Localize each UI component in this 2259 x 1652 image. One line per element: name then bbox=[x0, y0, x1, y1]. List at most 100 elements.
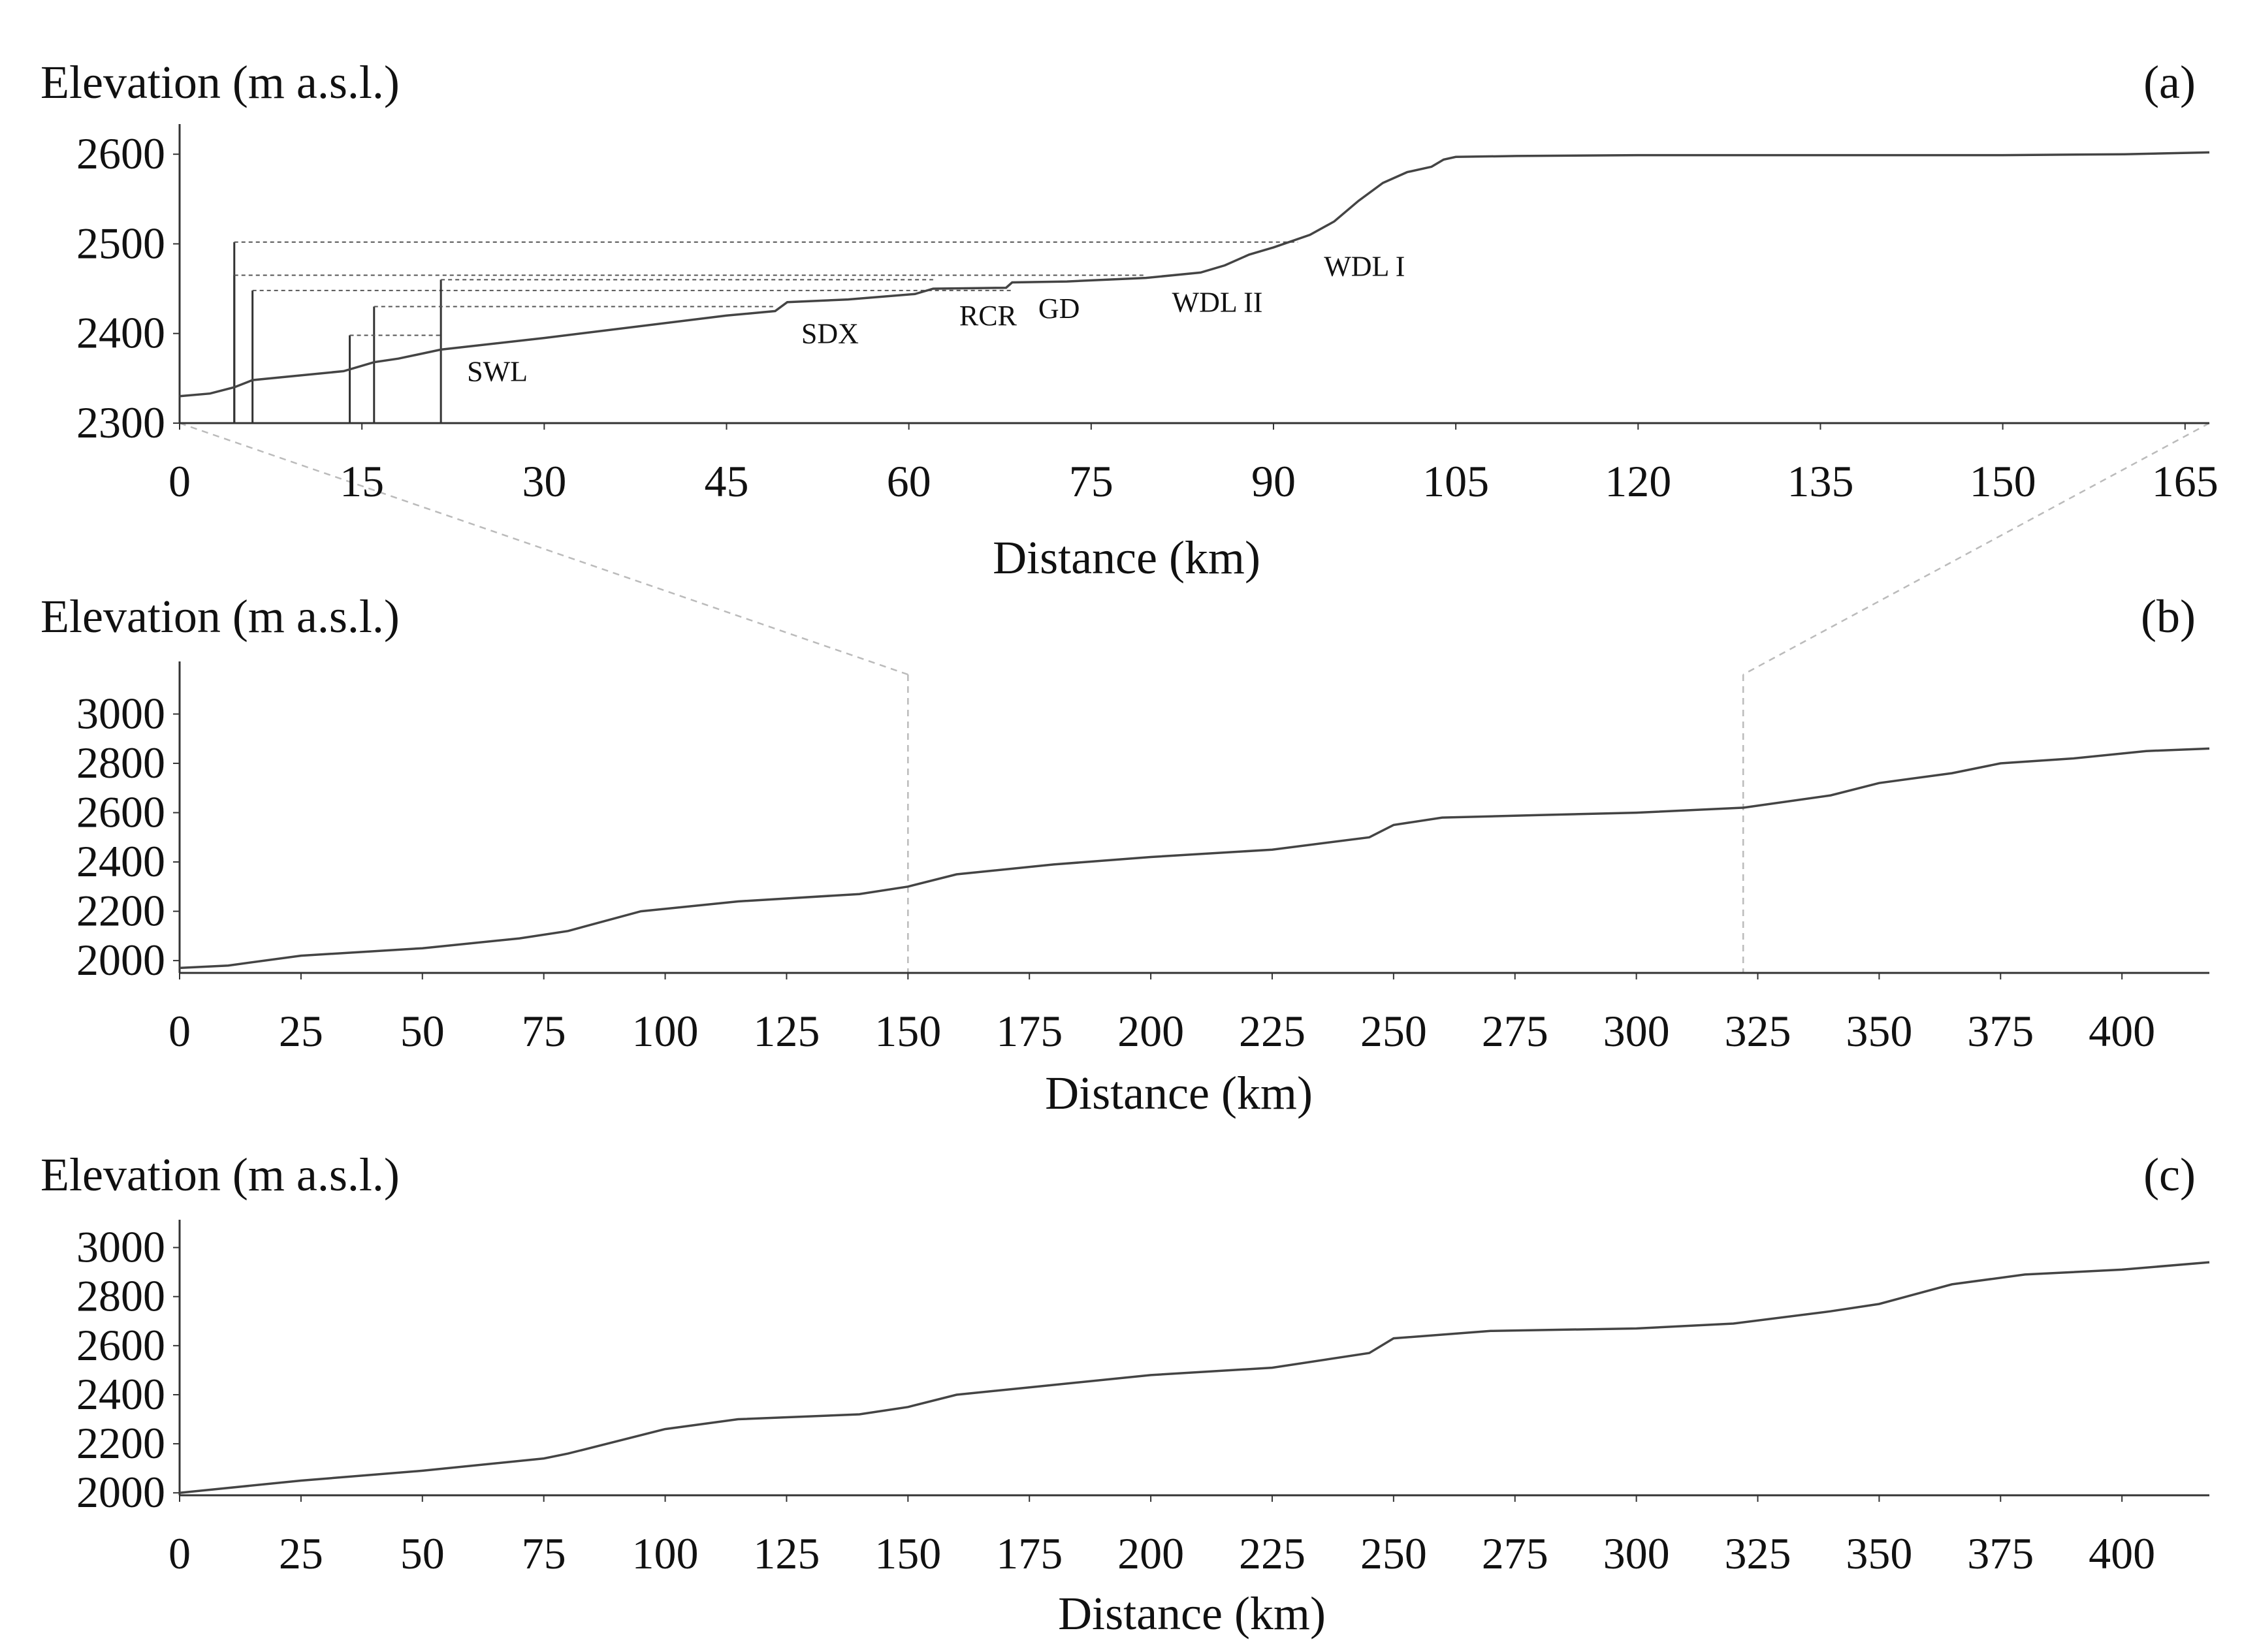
x-tick-label: 125 bbox=[753, 1529, 820, 1578]
panel-a-axes bbox=[178, 124, 2209, 424]
y-tick-label: 2000 bbox=[76, 1467, 165, 1517]
x-tick-label: 165 bbox=[2152, 456, 2219, 506]
x-tick-label: 50 bbox=[400, 1006, 445, 1056]
panel-a-y-axis-label: Elevation (m a.s.l.) bbox=[40, 56, 400, 108]
x-tick-label: 25 bbox=[279, 1529, 323, 1578]
panel-b-x-ticks: 0 25 50 75 100 125 150 175 200 225 250 275 300 325 350… bbox=[168, 973, 2155, 1056]
x-tick-label: 225 bbox=[1239, 1529, 1306, 1578]
x-tick-label: 350 bbox=[1846, 1006, 1912, 1056]
panel-b-plot bbox=[179, 747, 2210, 970]
y-tick-label: 2300 bbox=[76, 398, 165, 447]
panel-b-x-axis-label: Distance (km) bbox=[1045, 1067, 1313, 1119]
panel-b: Elevation (m a.s.l.) (b) Distance (km) 0… bbox=[40, 590, 2210, 1119]
y-tick-label: 2200 bbox=[76, 886, 165, 936]
x-tick-label: 45 bbox=[704, 456, 748, 506]
x-tick-label: 300 bbox=[1603, 1006, 1670, 1056]
panel-a-x-ticks: 0 15 30 45 60 75 90 105 120 135 150 165 bbox=[168, 423, 2219, 506]
x-tick-label: 400 bbox=[2089, 1006, 2155, 1056]
panel-a-station-labels: SWL SDX RCR GD WDL II WDL I bbox=[467, 251, 1405, 388]
x-tick-label: 325 bbox=[1725, 1006, 1791, 1056]
panel-c-axes bbox=[178, 1220, 2209, 1497]
panel-c: Elevation (m a.s.l.) (c) Distance (km) 0… bbox=[40, 1149, 2210, 1640]
x-tick-label: 100 bbox=[632, 1529, 699, 1578]
x-tick-label: 400 bbox=[2089, 1529, 2155, 1578]
station-label: GD bbox=[1038, 293, 1080, 325]
x-tick-label: 200 bbox=[1117, 1529, 1184, 1578]
x-tick-label: 100 bbox=[632, 1006, 699, 1056]
x-tick-label: 120 bbox=[1605, 456, 1671, 506]
panel-c-x-ticks: 0 25 50 75 100 125 150 175 200 225 250 275 300 325 350… bbox=[168, 1495, 2155, 1578]
x-tick-label: 50 bbox=[400, 1529, 445, 1578]
x-tick-label: 175 bbox=[996, 1529, 1063, 1578]
station-label: RCR bbox=[959, 300, 1017, 332]
y-tick-label: 3000 bbox=[76, 689, 165, 739]
x-tick-label: 125 bbox=[753, 1006, 820, 1056]
x-tick-label: 150 bbox=[1970, 456, 2036, 506]
elevation-profile-line bbox=[179, 747, 2210, 970]
x-tick-label: 175 bbox=[996, 1006, 1063, 1056]
x-tick-label: 0 bbox=[168, 1006, 191, 1056]
panel-c-y-axis-label: Elevation (m a.s.l.) bbox=[40, 1149, 400, 1201]
zoom-guide-right bbox=[1742, 422, 2210, 676]
x-tick-label: 0 bbox=[168, 456, 191, 506]
panel-c-plot bbox=[179, 1261, 2210, 1494]
y-tick-label: 2600 bbox=[76, 787, 165, 837]
panel-b-axes bbox=[178, 661, 2209, 974]
x-tick-label: 75 bbox=[1069, 456, 1113, 506]
panel-a-plot bbox=[179, 151, 2210, 398]
x-tick-label: 325 bbox=[1725, 1529, 1791, 1578]
x-tick-label: 150 bbox=[874, 1529, 941, 1578]
panel-a-label: (a) bbox=[2143, 56, 2196, 108]
panel-b-y-axis-label: Elevation (m a.s.l.) bbox=[40, 590, 400, 643]
panel-a-x-axis-label: Distance (km) bbox=[993, 532, 1260, 584]
y-tick-label: 2600 bbox=[76, 1320, 165, 1370]
x-tick-label: 225 bbox=[1239, 1006, 1306, 1056]
y-tick-label: 3000 bbox=[76, 1222, 165, 1272]
x-tick-label: 200 bbox=[1117, 1006, 1184, 1056]
station-label: SDX bbox=[801, 318, 859, 350]
x-tick-label: 375 bbox=[1967, 1006, 2034, 1056]
x-tick-label: 250 bbox=[1360, 1529, 1427, 1578]
x-tick-label: 105 bbox=[1422, 456, 1489, 506]
x-tick-label: 75 bbox=[522, 1006, 566, 1056]
x-tick-label: 350 bbox=[1846, 1529, 1912, 1578]
y-tick-label: 2400 bbox=[76, 308, 165, 358]
x-tick-label: 30 bbox=[522, 456, 566, 506]
zoom-guide-lines bbox=[179, 422, 2210, 973]
station-label: WDL I bbox=[1324, 251, 1405, 283]
x-tick-label: 150 bbox=[874, 1006, 941, 1056]
y-tick-label: 2400 bbox=[76, 836, 165, 886]
elevation-profile-line bbox=[179, 151, 2210, 398]
panel-a-y-ticks: 2300 2400 2500 2600 bbox=[76, 129, 180, 447]
station-label: SWL bbox=[467, 355, 528, 387]
x-tick-label: 90 bbox=[1251, 456, 1296, 506]
x-tick-label: 300 bbox=[1603, 1529, 1670, 1578]
x-tick-label: 25 bbox=[279, 1006, 323, 1056]
y-tick-label: 2800 bbox=[76, 738, 165, 787]
y-tick-label: 2500 bbox=[76, 218, 165, 268]
panel-c-x-axis-label: Distance (km) bbox=[1058, 1587, 1326, 1640]
x-tick-label: 275 bbox=[1482, 1529, 1548, 1578]
x-tick-label: 60 bbox=[887, 456, 931, 506]
x-tick-label: 135 bbox=[1787, 456, 1853, 506]
elevation-profile-line bbox=[179, 1261, 2210, 1494]
x-tick-label: 75 bbox=[522, 1529, 566, 1578]
y-tick-label: 2000 bbox=[76, 935, 165, 985]
y-tick-label: 2600 bbox=[76, 129, 165, 178]
station-label: WDL II bbox=[1172, 287, 1263, 319]
x-tick-label: 15 bbox=[340, 456, 384, 506]
x-tick-label: 275 bbox=[1482, 1006, 1548, 1056]
x-tick-label: 0 bbox=[168, 1529, 191, 1578]
x-tick-label: 250 bbox=[1360, 1006, 1427, 1056]
panel-b-label: (b) bbox=[2141, 590, 2196, 643]
y-tick-label: 2800 bbox=[76, 1271, 165, 1321]
panel-a: Elevation (m a.s.l.) (a) Distance (km) 0… bbox=[40, 56, 2219, 584]
panel-c-label: (c) bbox=[2143, 1149, 2196, 1201]
x-tick-label: 375 bbox=[1967, 1529, 2034, 1578]
panel-a-station-guides bbox=[233, 241, 1298, 423]
y-tick-label: 2400 bbox=[76, 1369, 165, 1419]
y-tick-label: 2200 bbox=[76, 1418, 165, 1468]
